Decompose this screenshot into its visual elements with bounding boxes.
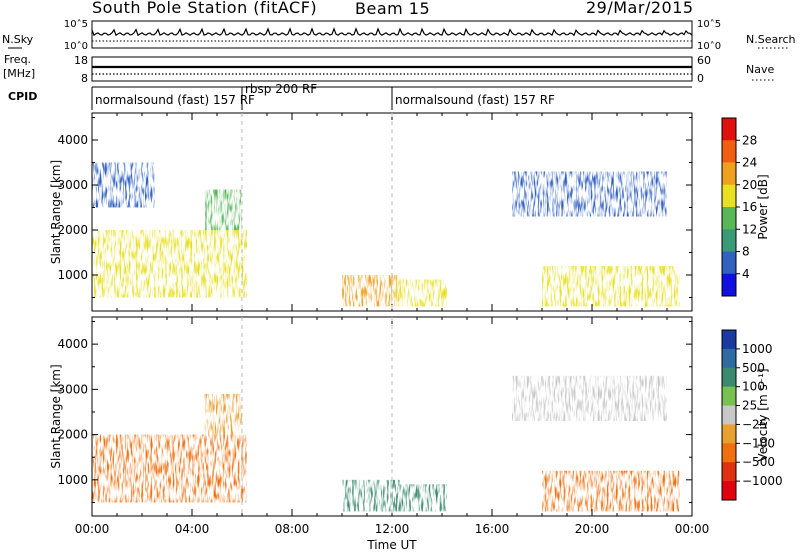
colorbar-band <box>722 118 736 141</box>
colorbar-tick-label: 4 <box>742 267 750 281</box>
y-tick-label: 4000 <box>57 337 88 351</box>
echo-region-mark <box>204 393 242 435</box>
cpid-label: CPID <box>8 90 37 103</box>
echo-region-mark <box>542 470 680 512</box>
y-tick-label: 2000 <box>57 223 88 237</box>
y-tick-label: 4000 <box>57 133 88 147</box>
colorbar-tick-label: −100 <box>742 436 775 450</box>
colorbar-band <box>722 140 736 163</box>
echo-region-mark <box>92 434 247 503</box>
y-tick-label: 1000 <box>57 473 88 487</box>
y-tick-label: 3000 <box>57 178 88 192</box>
x-tick-label: 12:00 <box>375 522 410 536</box>
colorbar-band <box>722 443 736 463</box>
y-tick-label: 1000 <box>57 268 88 282</box>
colorbar-tick-label: 20 <box>742 178 757 192</box>
nsky-trace <box>91 27 693 37</box>
colorbar-tick-label: 12 <box>742 222 757 236</box>
colorbar-tick-label: 28 <box>742 133 757 147</box>
nsky-tick-label: 10˄5 <box>64 18 88 30</box>
echo-region-mark <box>512 171 667 217</box>
colorbar-tick-label: 24 <box>742 156 757 170</box>
colorbar-label: Power [dB] <box>756 174 770 239</box>
colorbar-band <box>722 462 736 482</box>
x-tick-label: 00:00 <box>75 522 110 536</box>
colorbar-band <box>722 481 736 501</box>
colorbar-band <box>722 251 736 275</box>
colorbar-band <box>722 162 736 186</box>
chart-title: South Pole Station (fitACF) <box>92 0 318 17</box>
colorbar-tick-label: 100 <box>742 380 765 394</box>
y-tick-label: 2000 <box>57 428 88 442</box>
x-tick-label: 16:00 <box>475 522 510 536</box>
colorbar-band <box>722 405 736 425</box>
colorbar-band <box>722 273 736 297</box>
nsearch-tick-label: 10˄0 <box>697 40 721 52</box>
x-tick-label: 04:00 <box>175 522 210 536</box>
echo-region-mark <box>392 484 447 512</box>
colorbar-label: Velocity [m s⁻¹] <box>756 368 770 461</box>
nave-tick-label: 0 <box>697 72 704 85</box>
colorbar-frame <box>721 329 737 501</box>
y-tick-label: 3000 <box>57 382 88 396</box>
colorbar-tick-label: −500 <box>742 455 775 469</box>
echo-region-mark <box>392 279 447 307</box>
freq-unit-label: [MHz] <box>3 67 35 80</box>
cpid-segment-label: normalsound (fast) 157 RF <box>395 93 555 107</box>
nave-label: Nave <box>746 63 774 76</box>
x-tick-label: 20:00 <box>575 522 610 536</box>
colorbar-band <box>722 330 736 350</box>
x-axis-label: Time UT <box>366 538 417 552</box>
colorbar-band <box>722 386 736 407</box>
colorbar-band <box>722 348 736 369</box>
echo-region-mark <box>342 275 400 307</box>
beam-label: Beam 15 <box>355 0 431 18</box>
cpid-segment-label: normalsound (fast) 157 RF <box>95 93 255 107</box>
nsky-tick-label: 10˄0 <box>64 40 88 52</box>
colorbar-tick-label: −25 <box>742 417 767 431</box>
echo-region-mark <box>542 266 680 307</box>
y-axis-label: Slant Range [km] <box>49 364 63 468</box>
cpid-segment-label: rbsp 200 RF <box>245 82 317 96</box>
echo-region-mark <box>204 189 242 230</box>
freq-tick-label: 8 <box>81 72 88 85</box>
colorbar-tick-label: 8 <box>742 245 750 259</box>
date-label: 29/Mar/2015 <box>586 0 694 17</box>
colorbar-tick-label: 1000 <box>742 342 773 356</box>
y-axis-label: Slant Range [km] <box>49 160 63 264</box>
freq-tick-label: 18 <box>74 54 88 67</box>
colorbar-tick-label: 16 <box>742 200 757 214</box>
nave-tick-label: 60 <box>697 54 711 67</box>
x-tick-label: 00:00 <box>675 522 710 536</box>
velocity-panel: 1000 2000 3000 4000 Slant Range [km] 1000 500 1… <box>49 316 783 552</box>
nsearch-label: N.Search <box>746 33 796 46</box>
colorbar-band <box>722 424 736 444</box>
colorbar-band <box>722 207 736 230</box>
echo-region-mark <box>342 479 400 512</box>
freq-label: Freq. <box>4 53 31 66</box>
colorbar-band <box>722 184 736 208</box>
colorbar-tick-label: 25 <box>742 399 757 413</box>
colorbar-tick-label: 500 <box>742 361 765 375</box>
x-tick-label: 08:00 <box>275 522 310 536</box>
colorbar-band <box>722 229 736 252</box>
nsky-label: N.Sky <box>2 33 34 46</box>
colorbar-tick-label: −1000 <box>742 474 783 488</box>
echo-region-mark <box>92 162 155 208</box>
power-panel: 1000 2000 3000 4000 Slant Range [km] 4 8 12 16 20… <box>49 112 770 312</box>
nsearch-tick-label: 10˄5 <box>697 18 721 30</box>
colorbar-band <box>722 367 736 388</box>
echo-region-mark <box>512 375 667 422</box>
echo-region-mark <box>92 230 247 298</box>
parameter-strips: N.Sky 10˄5 10˄0 10˄5 10˄0 N.Search Freq.[MHz] 1… <box>2 18 796 110</box>
freq-strip-frame <box>91 56 693 82</box>
